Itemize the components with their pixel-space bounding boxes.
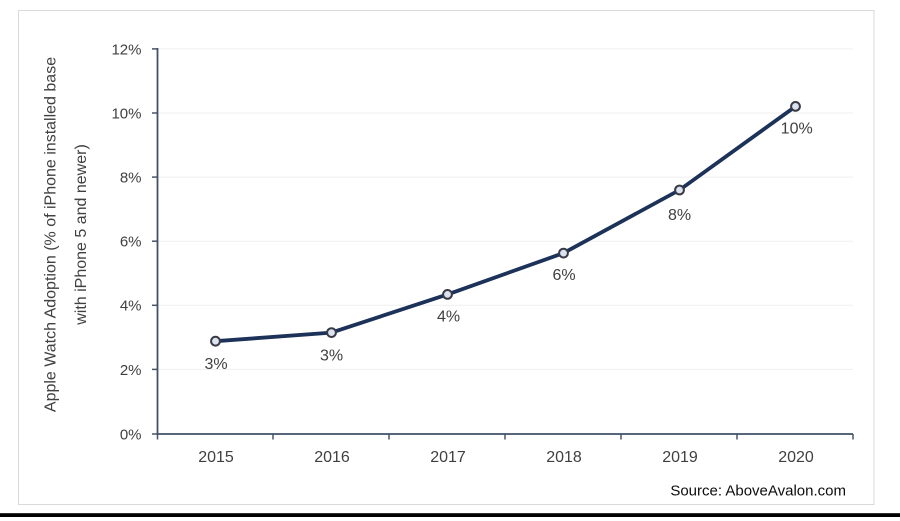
svg-text:6%: 6%	[552, 267, 575, 284]
svg-text:4%: 4%	[120, 298, 142, 315]
svg-text:2019: 2019	[662, 449, 698, 466]
svg-text:2016: 2016	[314, 449, 350, 466]
svg-text:2018: 2018	[546, 449, 582, 466]
svg-text:3%: 3%	[204, 356, 227, 373]
svg-text:0%: 0%	[120, 426, 142, 443]
svg-text:2017: 2017	[430, 449, 466, 466]
svg-text:Source: AboveAvalon.com: Source: AboveAvalon.com	[670, 483, 846, 500]
svg-text:2015: 2015	[198, 449, 234, 466]
svg-text:Apple Watch Adoption (% of iPh: Apple Watch Adoption (% of iPhone instal…	[43, 57, 60, 412]
svg-text:3%: 3%	[320, 348, 343, 365]
svg-text:10%: 10%	[781, 120, 813, 137]
svg-text:4%: 4%	[437, 309, 460, 326]
svg-text:8%: 8%	[668, 207, 691, 224]
svg-text:6%: 6%	[120, 234, 142, 251]
svg-text:8%: 8%	[120, 170, 142, 187]
svg-text:10%: 10%	[111, 105, 141, 122]
svg-text:2%: 2%	[120, 362, 142, 379]
svg-text:with iPhone 5 and newer): with iPhone 5 and newer)	[73, 144, 90, 326]
svg-text:2020: 2020	[778, 449, 814, 466]
svg-text:12%: 12%	[111, 41, 141, 58]
